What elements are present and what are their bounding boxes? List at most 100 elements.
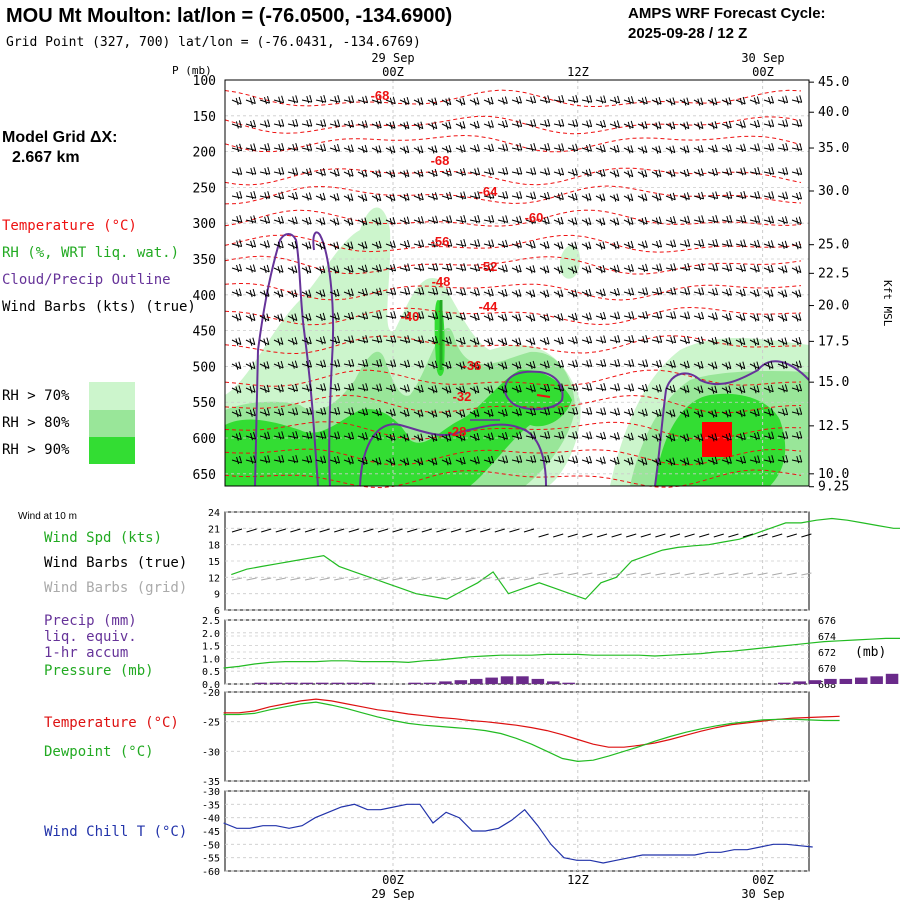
precip-bar <box>254 682 267 684</box>
height-tick-label: 9.25 <box>818 480 849 495</box>
wind-barb-flag <box>250 167 254 176</box>
wind-barb-flag <box>420 360 424 368</box>
wind-barb-flag <box>277 290 281 298</box>
wind-barb-flag <box>378 457 382 465</box>
wind-barb <box>304 528 316 533</box>
cloud-outline-path <box>503 370 564 411</box>
wind-barb-flag <box>362 359 366 368</box>
wind-barb-flag <box>236 168 240 176</box>
wind-barb-flag <box>459 362 463 370</box>
wind-barb-flag <box>446 312 450 321</box>
wind-barb-flag <box>277 385 281 393</box>
wind-barb-flag <box>292 168 296 176</box>
wind-barb-flag <box>264 432 268 440</box>
wind-barb-flag <box>421 335 425 343</box>
wind-barb <box>553 123 564 127</box>
wind-barb-flag <box>516 216 520 224</box>
wind-barb <box>497 291 508 297</box>
wind-barb <box>763 435 774 440</box>
precip-bar <box>885 673 899 684</box>
wind-barb <box>609 387 620 391</box>
wind-barb <box>231 195 242 199</box>
wind-barb <box>363 528 374 533</box>
wind-barb-flag <box>627 146 631 154</box>
wind-barb-flag <box>491 215 495 223</box>
pressure-axis-label: P (mb) <box>172 64 212 77</box>
wind-barb-flag <box>487 314 491 322</box>
wind-barb-flag <box>267 455 271 463</box>
wind-barb-flag <box>280 289 284 297</box>
wind-barb <box>231 459 242 464</box>
wind-barb <box>735 267 746 272</box>
wind-barb <box>679 387 690 393</box>
wind-barb <box>455 195 466 200</box>
temperature-contours <box>224 89 802 489</box>
wind-barb-flag <box>743 215 747 223</box>
wind-barb <box>385 243 396 248</box>
wind-barb-flag <box>250 456 254 464</box>
wind-barb <box>609 339 620 343</box>
wind-barb-flag <box>322 241 326 249</box>
wind-barb <box>315 435 326 439</box>
wind-barb-flag <box>588 288 592 297</box>
wind-barb-flag <box>294 265 298 273</box>
precip-bar <box>285 682 298 684</box>
wind-barb <box>315 147 326 152</box>
wind-barb <box>246 528 257 533</box>
wind-barb-flag <box>658 408 662 417</box>
wind-barb <box>469 315 480 321</box>
wind-barb-flag <box>294 313 298 321</box>
wind-barb-flag <box>712 216 716 224</box>
forecast-cycle-value: 2025-09-28 / 12 Z <box>628 25 747 42</box>
wind-barb-flag <box>462 336 466 345</box>
wind-barb <box>651 243 662 248</box>
wind-barb-flag <box>306 361 309 369</box>
wind-barb-grid <box>669 572 681 576</box>
wind-barb <box>399 315 410 319</box>
wind-barb-flag <box>502 120 506 129</box>
wind-barb-flag <box>333 242 337 250</box>
wind-barb-flag <box>659 287 663 295</box>
wind-barb <box>651 267 662 271</box>
wind-barb-flag <box>798 216 802 224</box>
wind-panel: Wind at 10 m Wind Spd (kts) Wind Barbs (… <box>18 508 900 617</box>
wind-barb-flag <box>644 193 648 201</box>
wind-barb-flag <box>421 263 425 271</box>
wind-barb <box>791 243 802 249</box>
wind-barb-flag <box>407 239 411 248</box>
wind-barb-flag <box>365 311 369 319</box>
wind-barb-flag <box>505 431 508 440</box>
wind-barb-flag <box>742 385 746 393</box>
precip-bar <box>500 676 514 684</box>
wind-barb-flag <box>281 119 285 127</box>
axis-tick-label: -60 <box>202 867 220 878</box>
wind-barb-flag <box>417 410 421 418</box>
axis-tick-label: 15 <box>208 557 220 568</box>
wind-barb-flag <box>278 455 282 464</box>
wind-barb <box>665 243 676 248</box>
wind-barb-flag <box>406 457 410 465</box>
wind-barb <box>553 411 564 415</box>
wind-barb-grid <box>626 572 637 576</box>
wind-barb <box>707 363 718 369</box>
wind-barb-flag <box>544 431 548 440</box>
wind-barb-flag <box>571 193 575 202</box>
wind-barb-flag <box>365 383 369 391</box>
temperature-contour-label: -64 <box>479 184 499 199</box>
wind-barb <box>623 411 634 416</box>
wind-barb-flag <box>683 458 687 466</box>
wind-barb-flag <box>250 144 254 152</box>
wind-barb-flag <box>729 239 733 247</box>
wind-barb <box>259 435 270 440</box>
wind-barb-flag <box>589 431 593 439</box>
wind-barb-flag <box>516 96 519 105</box>
wind-barb <box>497 411 508 417</box>
wind-barb-flag <box>350 169 354 177</box>
wind-barb-flag <box>294 360 298 368</box>
wind-barb-flag <box>392 408 396 416</box>
wind-barb <box>357 315 368 320</box>
wind-barb-flag <box>403 385 407 393</box>
axis-tick-label: -35 <box>202 777 220 788</box>
wind-barb-flag <box>641 217 645 226</box>
wind-barb-flag <box>295 454 299 463</box>
